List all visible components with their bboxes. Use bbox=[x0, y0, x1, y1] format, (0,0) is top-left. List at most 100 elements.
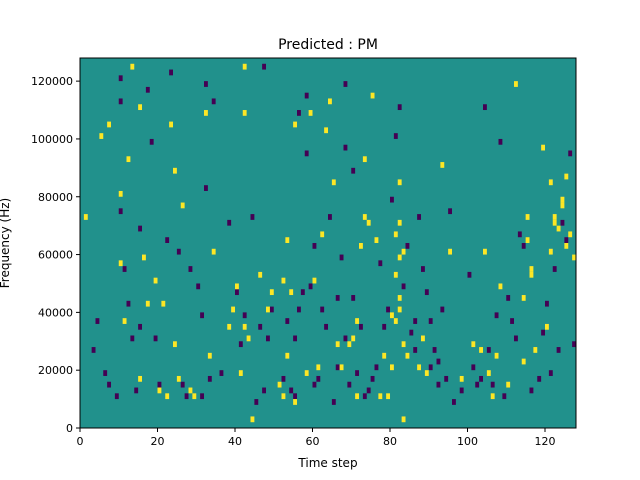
heatmap-cell-low bbox=[118, 98, 123, 105]
heatmap-cell-low bbox=[176, 248, 181, 255]
heatmap-cell-low bbox=[308, 283, 313, 290]
plot-background bbox=[80, 58, 576, 428]
heatmap-cell-low bbox=[424, 289, 429, 296]
heatmap-cell-low bbox=[103, 370, 108, 376]
x-axis: 0 20 40 60 80 100 120 bbox=[77, 428, 556, 448]
heatmap-cell-high bbox=[552, 219, 557, 226]
heatmap-cell-low bbox=[184, 393, 189, 400]
y-tick-label: 100000 bbox=[31, 133, 73, 146]
x-axis-label: Time step bbox=[297, 456, 357, 470]
heatmap-cell-low bbox=[467, 271, 472, 278]
heatmap-cell-low bbox=[343, 144, 348, 151]
x-tick-label: 20 bbox=[151, 435, 165, 448]
heatmap-cell-low bbox=[145, 86, 150, 93]
heatmap-cell-high bbox=[382, 352, 387, 359]
heatmap-cell-low bbox=[347, 381, 352, 388]
heatmap-cell-low bbox=[502, 393, 507, 400]
heatmap-cell-high bbox=[393, 318, 398, 324]
heatmap-cell-low bbox=[428, 318, 433, 324]
heatmap-cell-low bbox=[343, 335, 348, 342]
heatmap-cell-low bbox=[359, 323, 363, 330]
heatmap-cell-high bbox=[397, 306, 402, 313]
heatmap-cell-low bbox=[517, 231, 522, 238]
heatmap-cell-high bbox=[351, 335, 356, 342]
heatmap-cell-low bbox=[494, 312, 499, 319]
heatmap-cell-low bbox=[227, 219, 232, 226]
heatmap-cell-low bbox=[312, 381, 317, 388]
heatmap-cell-low bbox=[343, 81, 348, 87]
heatmap-cell-low bbox=[300, 289, 305, 296]
heatmap-cell-high bbox=[401, 248, 406, 255]
heatmap-cell-low bbox=[157, 381, 162, 388]
heatmap-cell-high bbox=[169, 121, 174, 128]
heatmap-cell-high bbox=[362, 214, 367, 220]
heatmap-cell-low bbox=[397, 104, 402, 111]
heatmap-cell-high bbox=[246, 335, 251, 342]
heatmap-cell-high bbox=[572, 254, 577, 261]
heatmap-cell-high bbox=[331, 179, 336, 186]
heatmap-cell-low bbox=[409, 329, 414, 336]
heatmap-cell-high bbox=[397, 254, 402, 261]
heatmap-cell-high bbox=[161, 300, 166, 307]
heatmap-cell-high bbox=[417, 364, 422, 371]
heatmap-cell-low bbox=[285, 318, 290, 324]
heatmap-cell-high bbox=[347, 341, 352, 348]
heatmap-cell-low bbox=[413, 347, 418, 353]
heatmap-cell-high bbox=[281, 393, 286, 400]
heatmap-cell-high bbox=[204, 110, 208, 116]
heatmap-cell-high bbox=[359, 243, 363, 249]
y-tick-label: 60000 bbox=[38, 249, 73, 262]
heatmap-cell-high bbox=[207, 352, 212, 359]
heatmap-cell-low bbox=[122, 266, 127, 272]
heatmap-cell-high bbox=[107, 121, 112, 128]
heatmap-cell-high bbox=[393, 231, 398, 238]
heatmap-cell-low bbox=[436, 381, 441, 388]
heatmap-cell-high bbox=[556, 225, 561, 232]
heatmap-cell-high bbox=[188, 387, 193, 394]
heatmap-cell-high bbox=[397, 295, 402, 301]
heatmap-cell-high bbox=[176, 375, 181, 382]
heatmap-cell-low bbox=[134, 387, 139, 394]
heatmap-cell-low bbox=[138, 323, 143, 330]
heatmap-cell-high bbox=[401, 416, 406, 423]
heatmap-cell-high bbox=[355, 393, 360, 400]
y-tick-label: 20000 bbox=[38, 364, 73, 377]
heatmap-cell-high bbox=[308, 110, 313, 116]
heatmap-cell-high bbox=[173, 341, 177, 348]
heatmap-cell-low bbox=[262, 63, 267, 70]
heatmap-cell-high bbox=[448, 248, 453, 255]
heatmap-cell-low bbox=[514, 335, 518, 342]
heatmap-cell-low bbox=[479, 375, 484, 382]
heatmap-cell-high bbox=[328, 98, 332, 105]
heatmap-cell-low bbox=[312, 243, 317, 249]
heatmap-cell-low bbox=[390, 196, 394, 203]
heatmap-cell-high bbox=[316, 364, 321, 371]
heatmap-cell-high bbox=[312, 277, 317, 284]
heatmap-cell-high bbox=[285, 237, 290, 243]
heatmap-cell-low bbox=[471, 364, 476, 371]
heatmap-cell-low bbox=[165, 237, 170, 243]
heatmap-cell-high bbox=[165, 393, 170, 400]
heatmap-cell-low bbox=[498, 138, 503, 145]
heatmap-cell-high bbox=[118, 260, 123, 267]
heatmap-cell-low bbox=[428, 364, 433, 371]
heatmap-cell-low bbox=[374, 364, 379, 371]
heatmap-cell-low bbox=[320, 306, 325, 313]
heatmap-cell-low bbox=[475, 381, 480, 388]
heatmap-cell-high bbox=[401, 341, 406, 348]
x-tick-label: 0 bbox=[77, 435, 84, 448]
heatmap-cell-low bbox=[335, 364, 340, 371]
heatmap-cell-high bbox=[258, 271, 263, 278]
heatmap-cell-low bbox=[521, 243, 526, 249]
heatmap-cell-low bbox=[188, 266, 193, 272]
heatmap-cell-high bbox=[560, 196, 565, 203]
heatmap-cell-high bbox=[293, 121, 298, 128]
heatmap-cell-high bbox=[227, 323, 232, 330]
heatmap-cell-low bbox=[548, 370, 553, 376]
heatmap-cell-low bbox=[545, 300, 549, 307]
heatmap-cell-high bbox=[486, 370, 491, 376]
heatmap-cell-high bbox=[122, 318, 127, 324]
heatmap-cell-low bbox=[386, 306, 391, 313]
heatmap-cell-low bbox=[560, 219, 565, 226]
heatmap-cell-high bbox=[471, 341, 476, 348]
